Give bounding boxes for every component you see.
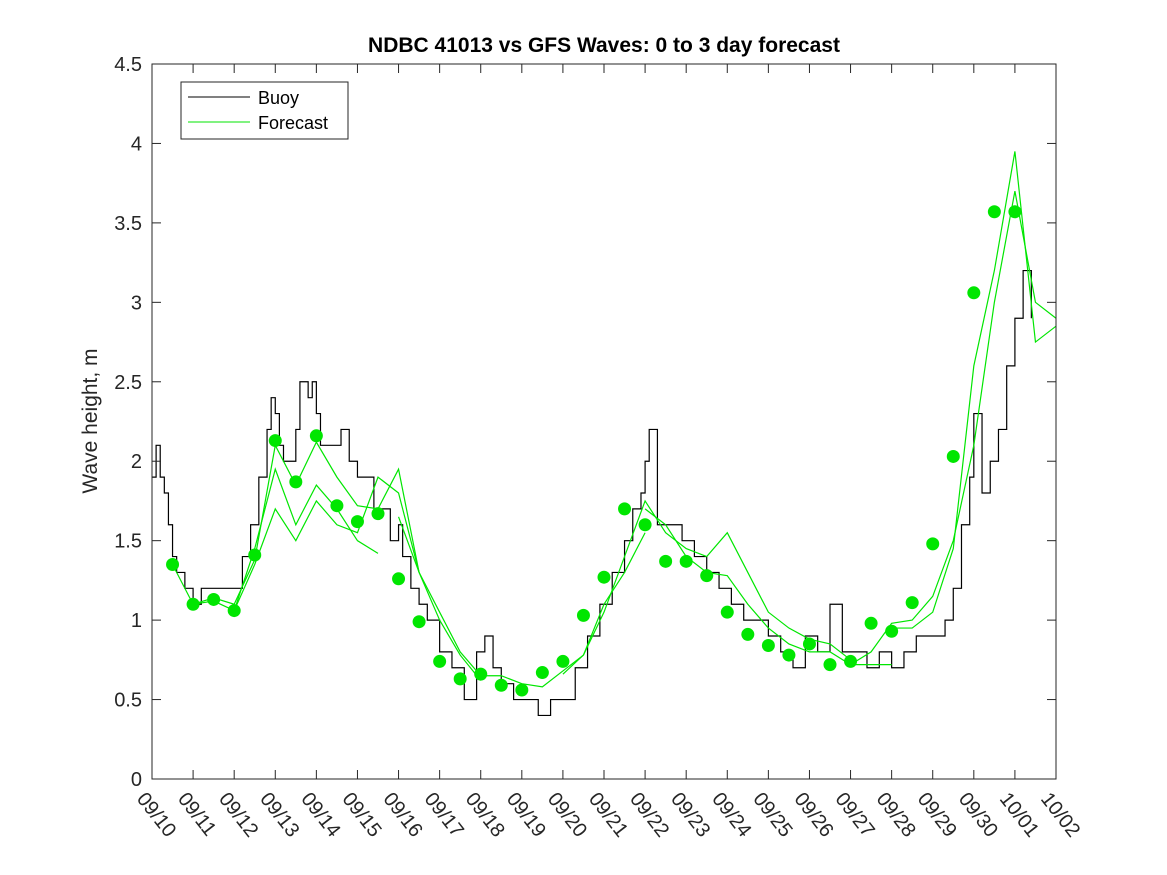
y-tick-label: 1 <box>131 610 142 632</box>
forecast-run-line <box>192 440 420 605</box>
x-tick-label: 09/20 <box>543 789 591 842</box>
forecast-marker <box>535 666 549 680</box>
forecast-marker <box>556 654 570 668</box>
chart-title: NDBC 41013 vs GFS Waves: 0 to 3 day fore… <box>368 34 840 57</box>
forecast-marker <box>371 507 385 521</box>
x-tick-label: 09/28 <box>872 789 920 842</box>
forecast-run-line <box>562 499 851 675</box>
forecast-marker <box>946 449 960 463</box>
y-tick-label: 2 <box>131 451 142 473</box>
forecast-marker <box>453 672 467 686</box>
forecast-run-line <box>891 151 1056 629</box>
forecast-marker <box>823 658 837 672</box>
y-tick-label: 4.5 <box>114 54 142 76</box>
buoy-series-line <box>152 269 1032 717</box>
forecast-marker <box>433 654 447 668</box>
x-tick-label: 09/16 <box>379 789 427 842</box>
forecast-marker <box>494 678 508 692</box>
forecast-marker <box>700 569 714 583</box>
forecast-marker <box>967 286 981 300</box>
x-tick-label: 09/29 <box>913 789 961 842</box>
plot-frame <box>151 63 1057 780</box>
x-tick-label: 10/01 <box>995 789 1043 842</box>
forecast-marker <box>248 548 262 562</box>
forecast-marker <box>474 667 488 681</box>
forecast-marker <box>741 627 755 641</box>
forecast-marker <box>638 518 652 532</box>
forecast-marker <box>289 475 303 489</box>
x-tick-label: 09/11 <box>173 789 220 841</box>
forecast-marker <box>885 624 899 638</box>
x-tick-label: 09/15 <box>338 789 386 842</box>
forecast-marker <box>905 596 919 610</box>
forecast-marker <box>926 537 940 551</box>
y-tick-label: 0 <box>131 769 142 791</box>
x-tick-label: 09/30 <box>954 789 1002 842</box>
forecast-marker <box>802 637 816 651</box>
forecast-marker <box>679 554 693 568</box>
legend-box <box>180 81 349 140</box>
forecast-marker <box>659 554 673 568</box>
x-tick-label: 09/12 <box>214 789 262 842</box>
forecast-marker <box>618 502 632 516</box>
x-tick-label: 09/19 <box>502 789 550 842</box>
y-tick-label: 3.5 <box>114 213 142 235</box>
forecast-marker <box>166 558 180 571</box>
forecast-marker <box>720 605 734 619</box>
forecast-marker <box>515 683 529 697</box>
x-tick-label: 10/02 <box>1036 789 1084 842</box>
forecast-marker <box>1008 205 1022 219</box>
forecast-marker <box>227 604 241 618</box>
x-tick-label: 09/24 <box>707 789 755 842</box>
x-tick-label: 09/17 <box>420 789 468 842</box>
x-tick-label: 09/18 <box>461 789 509 842</box>
y-tick-label: 3 <box>131 292 142 314</box>
legend: Buoy Forecast <box>180 81 349 140</box>
forecast-marker <box>268 434 282 448</box>
forecast-marker <box>392 572 406 586</box>
forecast-marker <box>844 654 858 668</box>
forecast-run-line <box>172 467 379 612</box>
y-tick-label: 1.5 <box>114 531 142 553</box>
forecast-marker <box>309 429 323 443</box>
y-tick-label: 0.5 <box>114 690 142 712</box>
x-tick-label: 09/23 <box>666 789 714 842</box>
y-tick-label: 2.5 <box>114 372 142 394</box>
x-tick-label: 09/27 <box>831 789 879 842</box>
forecast-marker <box>350 515 364 529</box>
forecast-run-line <box>233 476 482 681</box>
forecast-marker <box>864 616 878 630</box>
forecast-marker <box>412 615 426 629</box>
x-tick-label: 09/21 <box>584 789 632 842</box>
y-tick-label: 4 <box>131 133 142 155</box>
forecast-marker <box>207 592 221 606</box>
legend-forecast-label: Forecast <box>258 113 328 133</box>
forecast-marker <box>761 639 775 653</box>
x-tick-label: 09/14 <box>296 789 344 842</box>
x-tick-label: 09/26 <box>790 789 838 842</box>
forecast-marker <box>987 205 1001 219</box>
forecast-marker <box>576 608 590 622</box>
legend-buoy-label: Buoy <box>258 88 299 108</box>
x-tick-label: 09/10 <box>132 789 180 842</box>
x-tick-label: 09/25 <box>748 789 796 842</box>
forecast-marker <box>186 597 200 611</box>
forecast-marker <box>330 499 344 513</box>
forecast-run-line <box>850 191 1056 666</box>
x-tick-label: 09/22 <box>625 789 673 842</box>
y-axis-label: Wave height, m <box>79 348 102 493</box>
x-tick-label: 09/13 <box>255 789 303 842</box>
forecast-marker <box>782 648 796 662</box>
forecast-marker <box>597 570 611 584</box>
